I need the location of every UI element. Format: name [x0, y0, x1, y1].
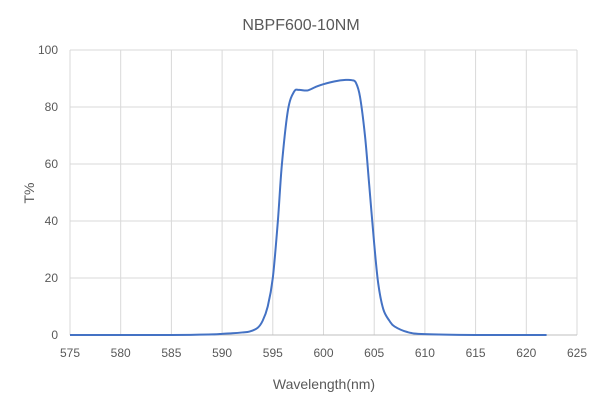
- y-axis-label: T%: [21, 183, 37, 204]
- x-tick-label: 620: [516, 346, 536, 360]
- series-line: [69, 78, 547, 337]
- x-tick-label: 600: [313, 346, 333, 360]
- y-tick-label: 0: [51, 328, 58, 342]
- y-tick-label: 80: [45, 100, 59, 114]
- x-tick-label: 615: [466, 346, 486, 360]
- x-tick-label: 585: [161, 346, 181, 360]
- y-tick-label: 100: [38, 43, 58, 57]
- x-tick-label: 595: [263, 346, 283, 360]
- x-tick-label: 625: [567, 346, 587, 360]
- y-tick-label: 20: [45, 271, 59, 285]
- x-tick-label: 605: [364, 346, 384, 360]
- x-tick-label: 610: [415, 346, 435, 360]
- y-tick-label: 40: [45, 214, 59, 228]
- x-tick-label: 575: [60, 346, 80, 360]
- x-tick-label: 580: [111, 346, 131, 360]
- chart-title: NBPF600-10NM: [242, 17, 359, 34]
- y-tick-label: 60: [45, 157, 59, 171]
- x-tick-label: 590: [212, 346, 232, 360]
- x-axis-label: Wavelength(nm): [273, 376, 375, 392]
